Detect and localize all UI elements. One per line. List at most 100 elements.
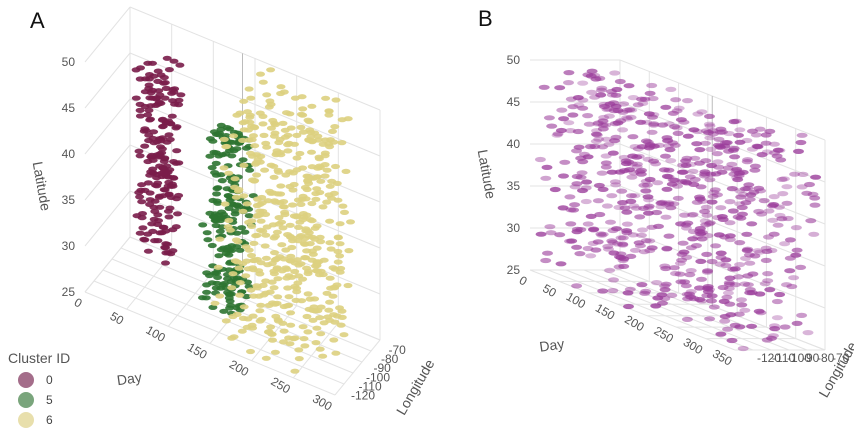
data-point-series-all <box>596 87 607 93</box>
data-point-series-6 <box>303 329 313 335</box>
data-point-series-all <box>747 128 758 134</box>
data-point-series-all <box>642 139 654 145</box>
data-point-series-6 <box>233 188 243 194</box>
data-point-series-all <box>661 186 673 192</box>
data-point-series-6 <box>335 221 345 227</box>
data-point-series-5 <box>203 237 213 243</box>
data-point-series-5 <box>213 274 223 280</box>
data-point-series-all <box>641 119 653 125</box>
data-point-series-all <box>590 138 602 144</box>
data-point-series-all <box>782 215 794 222</box>
data-point-series-6 <box>298 276 308 282</box>
data-point-series-all <box>796 184 808 190</box>
data-point-series-all <box>752 248 764 254</box>
data-point-series-0 <box>162 55 172 61</box>
data-point-series-all <box>767 217 779 223</box>
data-point-series-0 <box>168 98 178 104</box>
data-point-series-0 <box>167 181 177 187</box>
data-point-series-all <box>734 240 746 246</box>
data-point-series-all <box>781 184 793 190</box>
data-point-series-all <box>724 199 736 205</box>
data-point-series-6 <box>316 304 326 310</box>
data-point-series-all <box>623 303 634 310</box>
data-point-series-6 <box>261 278 271 284</box>
data-point-series-0 <box>174 192 184 199</box>
data-point-series-all <box>669 124 681 130</box>
data-point-series-0 <box>159 74 169 81</box>
data-point-series-all <box>642 194 654 200</box>
data-point-series-6 <box>328 293 338 299</box>
data-point-series-6 <box>269 285 279 291</box>
data-point-series-6 <box>245 150 255 156</box>
data-point-series-6 <box>324 307 334 313</box>
data-point-series-0 <box>152 183 162 189</box>
data-point-series-6 <box>270 301 280 307</box>
data-point-series-all <box>706 199 718 205</box>
data-point-series-6 <box>295 150 305 157</box>
data-point-series-all <box>712 159 724 165</box>
data-point-series-5 <box>240 229 250 235</box>
data-point-series-all <box>588 227 599 233</box>
data-point-series-6 <box>255 318 265 324</box>
data-point-series-all <box>644 176 656 183</box>
data-point-series-6 <box>262 224 272 230</box>
data-point-series-6 <box>280 209 290 215</box>
legend-item-cluster-5[interactable]: 5 <box>8 390 70 410</box>
data-point-series-all <box>546 123 558 129</box>
data-point-series-0 <box>160 80 170 86</box>
data-point-series-6 <box>289 181 299 188</box>
data-point-series-all <box>611 226 622 232</box>
data-point-series-6 <box>261 140 271 146</box>
y-tick-label: -100 <box>366 370 390 384</box>
data-point-series-all <box>544 224 556 230</box>
data-point-series-all <box>677 240 689 246</box>
data-point-series-all <box>684 272 696 278</box>
data-point-series-6 <box>221 318 231 324</box>
x-tick-label: 300 <box>310 391 335 413</box>
data-point-series-6 <box>274 221 284 227</box>
data-point-series-5 <box>242 293 252 300</box>
data-point-series-6 <box>251 161 260 167</box>
data-point-series-5 <box>205 153 215 159</box>
data-point-series-6 <box>311 263 320 269</box>
data-point-series-5 <box>224 205 234 211</box>
data-point-series-all <box>675 117 687 123</box>
data-point-series-0 <box>155 204 165 210</box>
data-point-series-6 <box>261 355 271 361</box>
data-point-series-6 <box>276 191 286 197</box>
y-tick-label: -100 <box>787 351 811 365</box>
data-point-series-all <box>722 290 734 296</box>
data-point-series-6 <box>260 167 270 173</box>
data-point-series-6 <box>244 219 254 225</box>
data-point-series-all <box>648 121 660 127</box>
data-point-series-all <box>682 220 694 226</box>
data-point-series-all <box>682 98 693 104</box>
data-point-series-all <box>619 205 631 211</box>
data-point-series-all <box>646 245 658 251</box>
data-point-series-all <box>577 159 589 165</box>
data-point-series-6 <box>296 124 306 130</box>
data-point-series-0 <box>164 214 174 220</box>
data-point-series-6 <box>269 163 279 169</box>
data-point-series-6 <box>300 235 310 242</box>
data-point-series-all <box>763 208 775 214</box>
data-point-series-0 <box>154 99 164 105</box>
data-point-series-5 <box>214 253 224 259</box>
data-point-series-6 <box>301 228 311 234</box>
legend-item-cluster-6[interactable]: 6 <box>8 410 70 430</box>
data-point-series-6 <box>335 305 344 311</box>
data-point-series-all <box>611 86 623 93</box>
data-point-series-6 <box>279 328 289 334</box>
data-point-series-6 <box>292 285 302 291</box>
data-point-series-all <box>704 177 716 183</box>
data-point-series-all <box>609 70 621 76</box>
data-point-series-all <box>704 113 715 119</box>
data-point-series-all <box>629 247 641 253</box>
data-point-series-all <box>732 176 744 183</box>
legend-item-cluster-0[interactable]: 0 <box>8 370 70 390</box>
data-point-series-6 <box>335 253 345 259</box>
data-point-series-all <box>772 222 784 228</box>
data-point-series-6 <box>256 302 266 308</box>
data-point-series-all <box>808 231 820 237</box>
